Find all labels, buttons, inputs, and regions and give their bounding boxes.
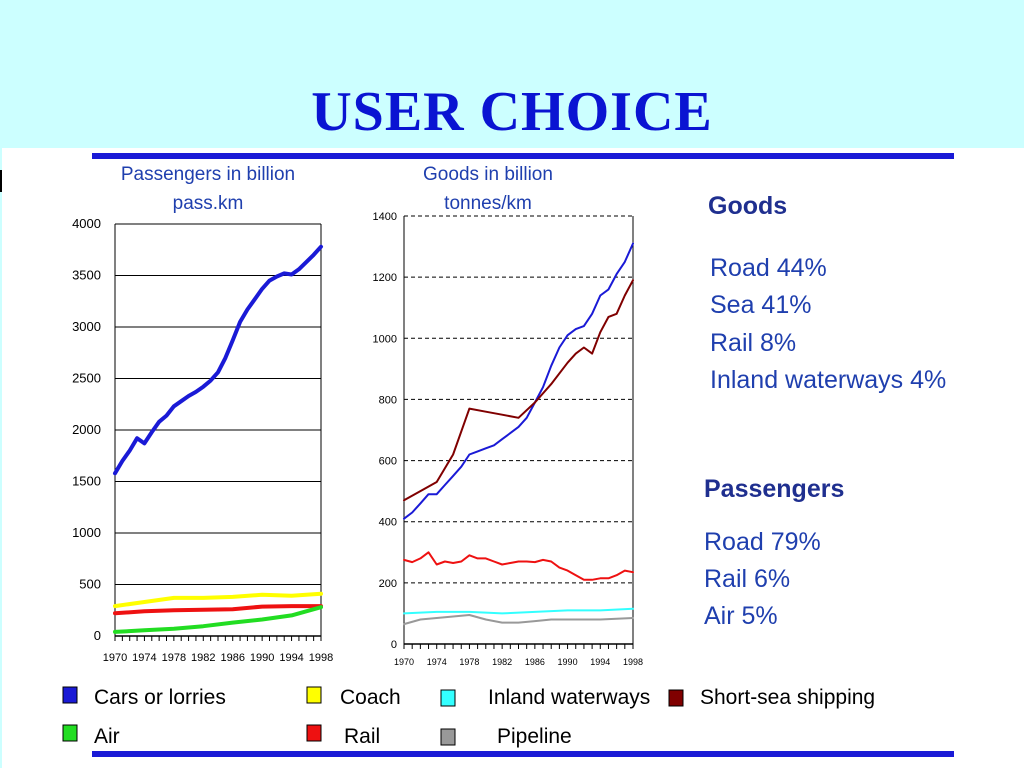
goods-stat-road: Road 44% <box>710 254 827 282</box>
goods-x-tick-label: 1978 <box>459 657 479 667</box>
goods-y-tick-label: 1200 <box>373 272 397 284</box>
goods-y-tick-label: 400 <box>379 517 397 529</box>
goods-gridlines <box>403 215 634 649</box>
passengers-stats-heading: Passengers <box>704 475 844 503</box>
passengers-stat-road: Road 79% <box>704 528 821 556</box>
passengers-y-tick-label: 500 <box>79 577 101 592</box>
passengers-x-tick-label: 1998 <box>309 652 333 664</box>
passengers-series-rail <box>113 604 323 616</box>
goods-series-pipeline <box>403 614 634 626</box>
goods-chart-title-line-1: Goods in billion <box>423 164 553 185</box>
goods-y-tick-label: 0 <box>391 639 397 651</box>
passengers-series-cars-or-lorries <box>113 244 323 476</box>
legend-label-pipeline: Pipeline <box>497 725 572 748</box>
passengers-chart-title-line-1: Passengers in billion <box>121 164 295 185</box>
legend-label-cars-or-lorries: Cars or lorries <box>94 686 226 709</box>
passengers-chart: Passengers in billion pass.km 0 500 1000 15… <box>72 164 333 664</box>
goods-stats: Goods Road 44% Sea 41% Rail 8% Inland wa… <box>708 192 946 394</box>
passengers-y-tick-label: 3000 <box>72 319 101 334</box>
passengers-x-tick-label: 1970 <box>103 652 127 664</box>
passengers-chart-title-line-2: pass.km <box>173 193 244 214</box>
legend-swatch-rail <box>306 724 322 742</box>
goods-stat-rail: Rail 8% <box>710 329 796 357</box>
passengers-stats: Passengers Road 79% Rail 6% Air 5% <box>704 475 844 630</box>
passengers-series-coach <box>113 591 323 609</box>
passengers-y-tick-label: 2500 <box>72 371 101 386</box>
passengers-y-tick-label: 1000 <box>72 525 101 540</box>
passengers-y-tick-label: 3500 <box>72 268 101 283</box>
goods-x-tick-labels: 1970 1974 1978 1982 1986 1990 1994 1998 <box>394 657 643 667</box>
passengers-y-tick-label: 4000 <box>72 216 101 231</box>
legend-label-rail: Rail <box>344 725 380 748</box>
goods-series-inland-waterways <box>403 607 634 615</box>
goods-x-tick-label: 1986 <box>525 657 545 667</box>
legend-swatch-pipeline <box>440 728 456 746</box>
legend-swatch-cars-or-lorries <box>62 686 78 704</box>
title-band <box>0 0 1024 148</box>
goods-y-tick-label: 1000 <box>373 333 397 345</box>
goods-x-tick-label: 1990 <box>558 657 578 667</box>
legend-label-inland-waterways: Inland waterways <box>488 686 650 709</box>
goods-series-short-sea-shipping <box>403 279 634 502</box>
passengers-x-tick-label: 1986 <box>220 652 244 664</box>
goods-y-tick-labels: 0 200 400 600 800 1000 1200 1400 <box>373 211 397 651</box>
passengers-x-tick-label: 1978 <box>162 652 186 664</box>
edge-marker <box>0 170 2 192</box>
left-border <box>0 148 2 768</box>
legend: Cars or lorries Coach Inland waterways S… <box>62 686 875 748</box>
bottom-rule <box>92 751 954 757</box>
passengers-x-tick-label: 1974 <box>132 652 156 664</box>
passengers-stat-air: Air 5% <box>704 602 778 630</box>
passengers-series-air <box>113 605 323 634</box>
goods-series <box>403 242 634 626</box>
goods-x-tick-label: 1974 <box>427 657 447 667</box>
goods-x-tick-label: 1994 <box>590 657 610 667</box>
legend-label-air: Air <box>94 725 120 748</box>
legend-swatch-inland-waterways <box>440 689 456 707</box>
goods-stats-heading: Goods <box>708 192 787 220</box>
goods-x-tick-label: 1998 <box>623 657 643 667</box>
goods-series-cars-or-lorries <box>403 242 634 520</box>
passengers-stat-rail: Rail 6% <box>704 565 790 593</box>
legend-swatch-coach <box>306 686 322 704</box>
passengers-x-tick-label: 1994 <box>279 652 303 664</box>
goods-y-tick-label: 1400 <box>373 211 397 223</box>
passengers-x-tick-labels: 1970 1974 1978 1982 1986 1990 1994 1998 <box>103 652 333 664</box>
goods-stat-sea: Sea 41% <box>710 291 811 319</box>
legend-swatch-air <box>62 724 78 742</box>
goods-series-rail <box>403 551 634 581</box>
goods-y-tick-label: 200 <box>379 578 397 590</box>
passengers-y-tick-label: 1500 <box>72 474 101 489</box>
legend-swatch-short-sea-shipping <box>668 689 684 707</box>
passengers-x-tick-label: 1990 <box>250 652 274 664</box>
passengers-x-tick-label: 1982 <box>191 652 215 664</box>
passengers-y-tick-labels: 0 500 1000 1500 2000 2500 3000 3500 4000 <box>72 216 101 643</box>
goods-y-tick-label: 600 <box>379 456 397 468</box>
legend-label-coach: Coach <box>340 686 401 709</box>
passengers-y-tick-label: 0 <box>94 628 101 643</box>
goods-x-tick-label: 1982 <box>492 657 512 667</box>
passengers-series <box>113 244 323 634</box>
passengers-gridlines <box>114 223 322 641</box>
passengers-y-tick-label: 2000 <box>72 422 101 437</box>
slide-title: USER CHOICE <box>311 81 713 143</box>
goods-chart: Goods in billion tonnes/km 0 200 400 600 800… <box>373 164 644 667</box>
goods-chart-title-line-2: tonnes/km <box>444 193 532 214</box>
legend-label-short-sea-shipping: Short-sea shipping <box>700 686 875 709</box>
goods-x-tick-label: 1970 <box>394 657 414 667</box>
goods-stat-inland-waterways: Inland waterways 4% <box>710 366 946 394</box>
top-rule <box>92 153 954 159</box>
goods-y-tick-label: 800 <box>379 394 397 406</box>
